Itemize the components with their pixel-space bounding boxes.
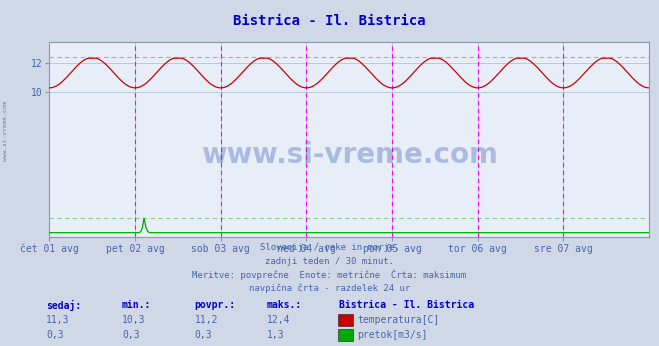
- Text: 11,2: 11,2: [194, 315, 218, 325]
- Text: Bistrica - Il. Bistrica: Bistrica - Il. Bistrica: [339, 300, 474, 310]
- Text: www.si-vreme.com: www.si-vreme.com: [3, 101, 8, 162]
- Text: zadnji teden / 30 minut.: zadnji teden / 30 minut.: [265, 257, 394, 266]
- Text: 11,3: 11,3: [46, 315, 70, 325]
- Text: temperatura[C]: temperatura[C]: [357, 315, 440, 325]
- Text: 0,3: 0,3: [194, 330, 212, 340]
- Text: pretok[m3/s]: pretok[m3/s]: [357, 330, 428, 340]
- Text: Slovenija / reke in morje.: Slovenija / reke in morje.: [260, 243, 399, 252]
- Text: min.:: min.:: [122, 300, 152, 310]
- Text: 1,3: 1,3: [267, 330, 285, 340]
- Text: Meritve: povprečne  Enote: metrične  Črta: maksimum: Meritve: povprečne Enote: metrične Črta:…: [192, 270, 467, 280]
- Text: sedaj:: sedaj:: [46, 300, 81, 311]
- Text: maks.:: maks.:: [267, 300, 302, 310]
- Text: 0,3: 0,3: [122, 330, 140, 340]
- Text: www.si-vreme.com: www.si-vreme.com: [201, 141, 498, 169]
- Text: povpr.:: povpr.:: [194, 300, 235, 310]
- Text: 12,4: 12,4: [267, 315, 291, 325]
- Text: Bistrica - Il. Bistrica: Bistrica - Il. Bistrica: [233, 15, 426, 28]
- Text: navpična črta - razdelek 24 ur: navpična črta - razdelek 24 ur: [249, 283, 410, 293]
- Text: 10,3: 10,3: [122, 315, 146, 325]
- Text: 0,3: 0,3: [46, 330, 64, 340]
